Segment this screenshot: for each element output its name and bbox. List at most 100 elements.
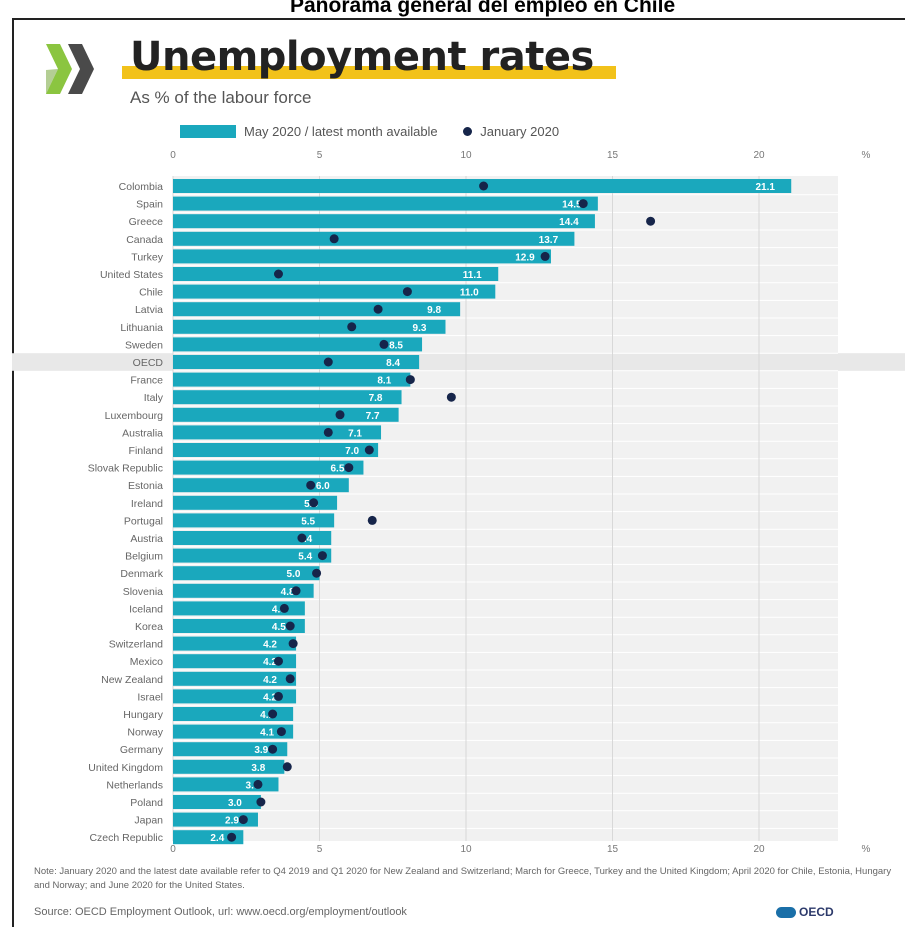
january-dot bbox=[285, 674, 295, 684]
january-dot bbox=[273, 656, 283, 666]
january-dot bbox=[335, 410, 345, 420]
bar bbox=[173, 513, 335, 528]
tick-label-top: 20 bbox=[753, 150, 765, 161]
january-dot bbox=[479, 181, 489, 191]
tick-label-top: 0 bbox=[170, 150, 176, 161]
bar bbox=[173, 583, 314, 598]
chart-legend: May 2020 / latest month available Januar… bbox=[180, 123, 559, 139]
page-header: Panorama general del empleo en Chile bbox=[290, 0, 676, 17]
category-label: Switzerland bbox=[109, 639, 163, 651]
bar bbox=[173, 531, 332, 545]
january-dot bbox=[282, 762, 292, 772]
category-label: Israel bbox=[137, 691, 163, 703]
category-label: Slovak Republic bbox=[88, 463, 163, 475]
bar-value-label: 2.9 bbox=[225, 816, 239, 827]
category-label: Austria bbox=[130, 533, 163, 545]
legend-label-january: January 2020 bbox=[480, 124, 560, 140]
bar bbox=[173, 355, 420, 369]
tick-label-top: 10 bbox=[460, 150, 472, 161]
bar-value-label: 21.1 bbox=[755, 182, 775, 193]
january-dot bbox=[317, 551, 327, 561]
bar bbox=[173, 319, 446, 334]
category-label: United Kingdom bbox=[88, 762, 163, 774]
category-label: Denmark bbox=[120, 568, 163, 580]
category-label: Lithuania bbox=[120, 322, 163, 334]
infographic-frame bbox=[12, 18, 905, 927]
january-dot bbox=[238, 815, 248, 825]
category-label: OECD bbox=[133, 357, 164, 369]
bar bbox=[173, 249, 551, 264]
category-label: France bbox=[130, 375, 163, 387]
january-dot bbox=[256, 797, 266, 807]
bar-value-label: 7.8 bbox=[369, 393, 383, 404]
january-dot bbox=[347, 322, 357, 332]
bar bbox=[173, 460, 364, 475]
bar bbox=[173, 196, 598, 211]
legend-label-latest: May 2020 / latest month available bbox=[244, 124, 438, 140]
category-label: Spain bbox=[136, 199, 163, 211]
bar bbox=[173, 284, 496, 299]
bar bbox=[173, 671, 297, 686]
tick-label-bottom: 10 bbox=[460, 844, 472, 855]
axis-unit-bottom: % bbox=[862, 844, 871, 855]
axis-unit-top: % bbox=[862, 150, 871, 161]
bar-value-label: 4.5 bbox=[272, 604, 286, 615]
january-dot bbox=[276, 727, 286, 737]
january-dot bbox=[291, 586, 301, 596]
bar-value-label: 4.2 bbox=[263, 657, 277, 668]
category-label: United States bbox=[100, 269, 163, 281]
bar bbox=[173, 812, 258, 827]
bar bbox=[173, 724, 294, 739]
tick-label-bottom: 5 bbox=[317, 844, 323, 855]
bar bbox=[173, 548, 332, 563]
january-dot bbox=[285, 621, 295, 631]
chart-source: Source: OECD Employment Outlook, url: ww… bbox=[34, 906, 407, 918]
bar bbox=[173, 566, 320, 581]
category-label: Japan bbox=[134, 815, 163, 827]
tick-label-bottom: 0 bbox=[170, 844, 176, 855]
bar-value-label: 4.5 bbox=[272, 622, 286, 633]
bar-value-label: 4.1 bbox=[260, 710, 274, 721]
bar-value-label: 4.2 bbox=[263, 675, 277, 686]
tick-label-top: 15 bbox=[607, 150, 619, 161]
bar-value-label: 4.2 bbox=[263, 692, 277, 703]
bar bbox=[173, 601, 305, 616]
bar-value-label: 9.3 bbox=[413, 323, 427, 334]
oecd-footer-logo-text: OECD bbox=[799, 905, 834, 919]
bar-value-label: 8.1 bbox=[377, 376, 391, 387]
chart-note: Note: January 2020 and the latest date a… bbox=[34, 866, 892, 891]
category-label: Canada bbox=[126, 234, 163, 246]
january-dot bbox=[367, 515, 377, 525]
january-dot bbox=[288, 639, 298, 649]
bar-value-label: 11.0 bbox=[460, 288, 479, 299]
bar bbox=[173, 707, 294, 721]
bar bbox=[173, 372, 411, 387]
category-label: Slovenia bbox=[123, 586, 163, 598]
bar-value-label: 3.0 bbox=[228, 798, 242, 809]
bar bbox=[173, 495, 338, 510]
bar bbox=[173, 337, 423, 352]
bar bbox=[173, 302, 461, 317]
bar-value-label: 7.7 bbox=[366, 411, 380, 422]
january-dot bbox=[306, 480, 316, 490]
bar-value-label: 4.8 bbox=[281, 587, 295, 598]
chart-title: Unemployment rates bbox=[130, 34, 594, 80]
january-dot bbox=[446, 392, 456, 402]
category-label: Netherlands bbox=[106, 779, 163, 791]
category-label: Poland bbox=[130, 797, 163, 809]
january-dot bbox=[273, 269, 283, 279]
january-dot bbox=[297, 533, 307, 543]
bar-value-label: 7.1 bbox=[348, 428, 362, 439]
january-dot bbox=[309, 498, 319, 508]
bar bbox=[173, 654, 297, 669]
category-label: Greece bbox=[129, 216, 164, 228]
bar bbox=[173, 759, 285, 774]
category-label: Czech Republic bbox=[89, 832, 163, 844]
category-label: Ireland bbox=[131, 498, 163, 510]
bar bbox=[173, 231, 575, 246]
bar-value-label: 6.5 bbox=[330, 464, 344, 475]
january-dot bbox=[402, 287, 412, 297]
january-dot bbox=[253, 779, 263, 789]
legend-dot-swatch bbox=[463, 127, 473, 137]
tick-label-bottom: 20 bbox=[753, 844, 765, 855]
